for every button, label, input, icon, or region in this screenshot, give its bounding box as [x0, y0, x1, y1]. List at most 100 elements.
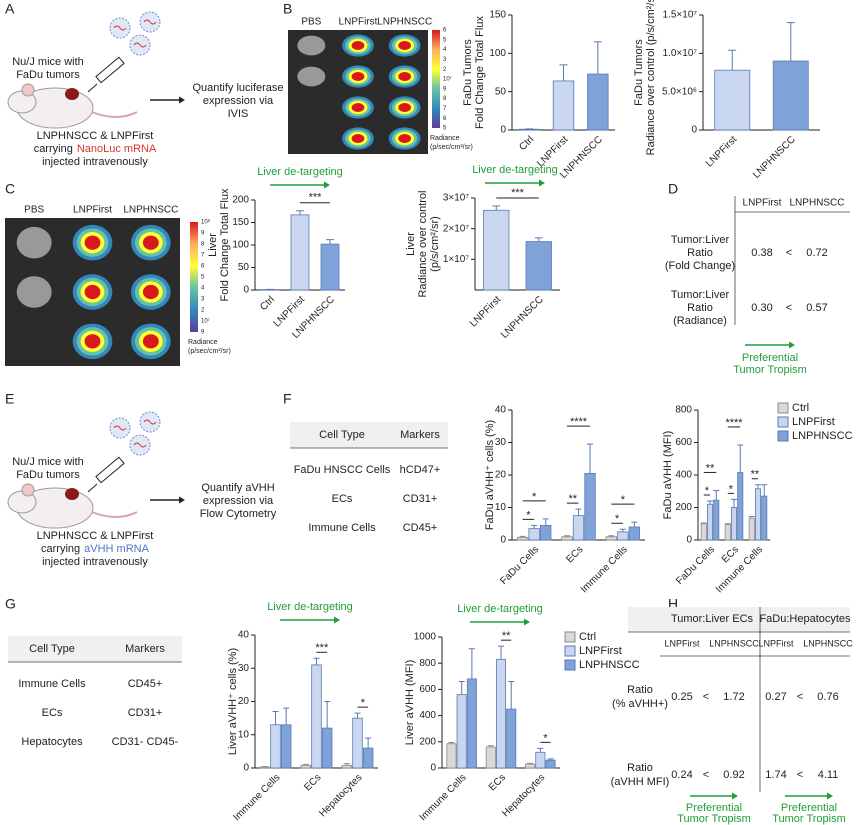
row-label: Tumor:Liver [671, 289, 730, 301]
error-bar [537, 747, 544, 753]
signal [398, 41, 412, 50]
y-axis-label: Liver [405, 232, 417, 256]
y-tick-label: 40 [238, 630, 250, 641]
cell: CD45+ [403, 522, 438, 534]
y-tick-label: 800 [419, 658, 436, 669]
error-bar [700, 522, 707, 524]
bar [320, 243, 340, 291]
footer: Preferential [781, 802, 837, 814]
cell: 0.38 [751, 247, 772, 259]
colorbar-tick: 5 [443, 37, 447, 43]
significance: **** [725, 417, 743, 429]
bar [628, 526, 641, 541]
arrow-head [732, 792, 738, 800]
bar [516, 537, 529, 541]
organ [297, 35, 326, 56]
footer: Preferential [742, 352, 798, 364]
x-tick-label: ECs [302, 772, 323, 793]
panel-label: D [668, 181, 678, 197]
bar [466, 678, 477, 769]
colorbar-label: Radiance [430, 135, 460, 142]
error-bar [534, 237, 543, 242]
group-label: LNPFirst [339, 17, 378, 28]
legend-label: LNPHNSCC [579, 659, 640, 671]
legend-label: LNPFirst [579, 645, 622, 657]
y-tick-label: 200 [232, 195, 249, 206]
colorbar-tick: 6 [201, 264, 205, 270]
organ [16, 226, 52, 259]
legend-swatch [564, 645, 576, 657]
mrna [113, 25, 127, 31]
error-bar [326, 239, 334, 245]
y-axis-label: Fold Change Total Flux [219, 188, 231, 301]
cell: < [786, 247, 792, 259]
y-tick-label: 30 [238, 663, 250, 674]
colorbar-label: (p/sec/cm²/sr) [430, 144, 473, 151]
y-tick-label: 20 [495, 470, 507, 481]
significance: * [543, 732, 548, 744]
error-bar [365, 737, 372, 749]
tumor [65, 88, 79, 100]
panel-label: E [5, 391, 14, 407]
error-bar [302, 763, 309, 766]
arrow-head [324, 181, 330, 189]
arrow-head [524, 618, 530, 626]
y-axis-label: Liver aVHH (MFI) [404, 660, 416, 746]
colorbar-tick: 10⁷ [443, 76, 452, 83]
y-axis-label: (p/s/cm²/sr) [429, 216, 441, 272]
y-tick-label: 0 [243, 763, 249, 774]
y-tick-label: 3×10⁷ [443, 193, 470, 204]
y-tick-label: 150 [232, 217, 249, 228]
chart-header: Liver de-targeting [257, 166, 343, 178]
error-bar [272, 710, 279, 725]
cell: < [786, 302, 792, 314]
cell: 0.30 [751, 302, 772, 314]
error-bar [458, 681, 465, 695]
bar [525, 241, 552, 291]
panel-label: G [5, 596, 16, 612]
signal [84, 284, 101, 300]
row-label: Ratio [627, 684, 653, 696]
signal [142, 235, 159, 250]
bar [724, 524, 731, 541]
y-tick-label: 50 [495, 86, 507, 97]
x-tick-label: ECs [487, 772, 508, 793]
label: IVIS [228, 108, 249, 120]
mrna-label: NanoLuc mRNA [77, 143, 157, 155]
legend-label: LNPHNSCC [792, 430, 853, 442]
bar [713, 499, 720, 541]
cell: 0.76 [817, 691, 838, 703]
legend-swatch [777, 430, 789, 442]
footer: Tumor Tropism [772, 813, 846, 825]
y-tick-label: 150 [489, 10, 506, 21]
column-header: LNPHNSCC [803, 638, 853, 648]
error-bar [748, 515, 755, 519]
colorbar-tick: 9 [201, 231, 205, 237]
significance: * [532, 491, 537, 503]
mouse-tail [91, 511, 138, 518]
cell: 0.57 [806, 302, 827, 314]
y-axis-label: Liver aVHH⁺ cells (%) [227, 648, 239, 755]
bar [495, 658, 507, 769]
error-bar [468, 648, 475, 679]
error-bar [343, 763, 350, 766]
chart-header: Liver de-targeting [472, 164, 558, 176]
bar [528, 528, 540, 541]
signal [84, 235, 101, 250]
label: LNPHNSCC & LNPFirst [37, 130, 154, 142]
group-label: LNPHNSCC [123, 205, 178, 216]
needle [87, 483, 98, 493]
error-bar [619, 528, 626, 532]
cell: Immune Cells [18, 678, 86, 690]
legend-swatch [564, 631, 576, 643]
y-tick-label: 600 [675, 437, 692, 448]
error-bar [707, 500, 713, 505]
y-tick-label: 5.0×10⁶ [662, 86, 697, 97]
cell: CD31+ [403, 493, 438, 505]
bar [737, 472, 744, 541]
error-bar [283, 707, 290, 725]
cell: CD31- CD45- [112, 736, 179, 748]
bar [540, 524, 552, 541]
colorbar-tick: 9 [201, 330, 205, 336]
